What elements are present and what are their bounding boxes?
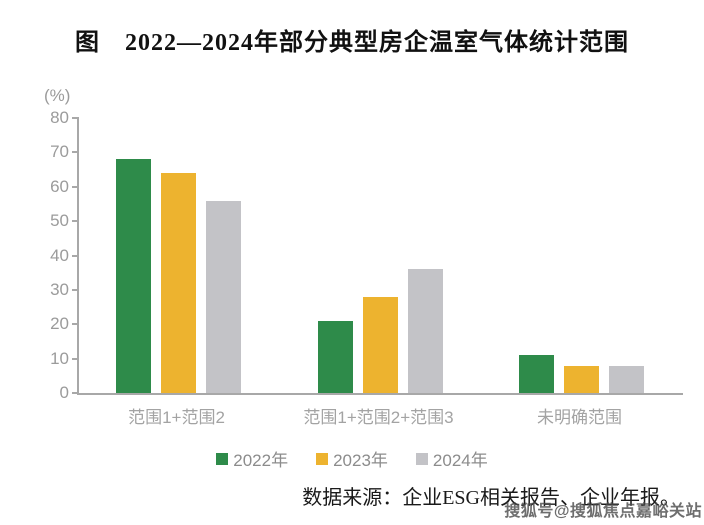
chart-title: 图 2022—2024年部分典型房企温室气体统计范围 [75,30,629,56]
bar-group [116,118,241,393]
y-tick-mark [72,357,79,360]
data-source-note: 数据来源：企业ESG相关报告、企业年报。 [302,487,680,509]
bar-2023年 [564,365,599,393]
y-tick-mark [72,151,79,154]
bar-group [318,118,443,393]
x-axis-category-label: 范围1+范围2+范围3 [303,408,454,427]
y-tick-mark [72,254,79,257]
y-axis-unit-label: (%) [44,86,71,105]
legend-item-2024年: 2024年 [415,446,488,471]
x-axis-category-label: 未明确范围 [537,408,622,427]
legend-label: 2022年 [233,451,289,470]
y-tick-label: 60 [50,176,69,196]
y-tick-mark [72,288,79,291]
y-tick-label: 20 [50,314,69,334]
y-tick-mark [72,117,79,119]
y-tick-mark [72,185,79,188]
bar-2022年 [318,320,353,393]
bar-group [519,118,644,393]
bar-2024年 [206,200,241,393]
watermark: 搜狐号@搜狐焦点嘉峪关站 [504,503,702,520]
y-tick-label: 40 [50,245,69,265]
y-tick-label: 50 [50,211,69,231]
legend-label: 2023年 [333,451,388,470]
bar-2022年 [519,355,554,393]
legend-swatch-icon [415,452,428,465]
y-tick-label: 30 [50,279,69,299]
plot-area: 0 10 20 30 40 50 60 70 80 [50,109,683,401]
bar-2024年 [609,365,644,393]
chart-legend: 2022年 2023年 2024年 [0,446,704,471]
legend-label: 2024年 [432,451,488,470]
y-tick-label: 80 [50,108,69,127]
y-tick-label: 70 [50,142,69,162]
bar-2022年 [116,159,151,393]
y-tick-mark [72,220,79,223]
y-tick-mark [72,392,79,394]
bar-2023年 [363,296,398,393]
bar-2023年 [161,173,196,393]
legend-item-2022年: 2022年 [216,446,288,471]
x-axis-category-label: 范围1+范围2 [128,408,225,427]
legend-item-2023年: 2023年 [316,446,388,471]
legend-swatch-icon [316,452,329,465]
y-tick-label: 0 [59,383,69,402]
legend-swatch-icon [216,452,229,465]
y-tick-mark [72,323,79,326]
bar-2024年 [408,269,443,393]
y-tick-label: 10 [50,348,69,368]
